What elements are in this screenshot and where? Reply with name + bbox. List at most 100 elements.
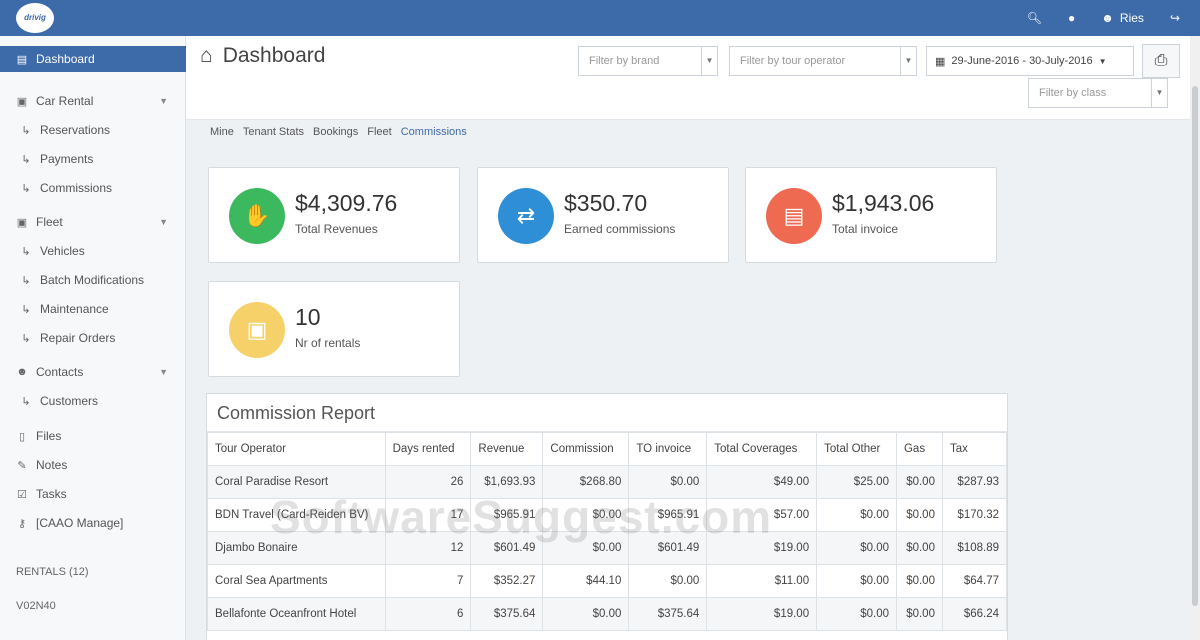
sidebar-item-label: Vehicles	[40, 244, 85, 258]
table-cell: $64.77	[941, 564, 1008, 598]
page-header: ⌂ Dashboard Filter by brand ▼ Filter by …	[186, 36, 1190, 120]
tour-operator-filter[interactable]: Filter by tour operator ▼	[729, 46, 917, 76]
dashboard-tabs: Mine Tenant Stats Bookings Fleet Commiss…	[210, 126, 467, 138]
class-filter[interactable]: Filter by class ▼	[1028, 78, 1168, 108]
class-filter-placeholder: Filter by class	[1039, 87, 1107, 99]
page-scrollbar[interactable]	[1190, 36, 1200, 640]
fleet-icon: ▣	[16, 216, 28, 229]
calendar-icon: ▦	[935, 55, 946, 68]
car-icon: ↳	[21, 245, 31, 258]
sidebar-item-label: Maintenance	[40, 302, 109, 316]
column-header[interactable]: Total Other	[816, 432, 897, 466]
tab-commissions[interactable]: Commissions	[400, 126, 467, 138]
table-cell: Djambo Bonaire	[207, 531, 386, 565]
home-icon: ⌂	[200, 44, 213, 67]
column-header[interactable]: TO invoice	[628, 432, 708, 466]
logout-icon[interactable]: ↪	[1169, 11, 1180, 25]
sidebar-item-maintenance[interactable]: ↳ Maintenance	[0, 296, 186, 322]
chevron-down-icon[interactable]: ▼	[900, 47, 916, 75]
scrollbar-thumb[interactable]	[1192, 86, 1198, 606]
table-row[interactable]: BDN Travel (Card-Reiden BV) 17 $965.91 $0.0…	[207, 498, 1008, 532]
tab-mine[interactable]: Mine	[210, 126, 234, 138]
column-header[interactable]: Total Coverages	[706, 432, 818, 466]
sidebar-item-payments[interactable]: ↳ Payments	[0, 146, 186, 172]
stat-label: Total invoice	[832, 222, 899, 236]
table-cell: Bellafonte Oceanfront Hotel	[207, 597, 386, 631]
notes-icon: ✎	[17, 459, 27, 472]
table-cell: $25.00	[816, 465, 897, 499]
table-cell: $0.00	[542, 498, 630, 532]
tour-operator-filter-placeholder: Filter by tour operator	[740, 55, 846, 67]
sidebar-item-label: Files	[36, 429, 62, 443]
chevron-down-icon: ▼	[159, 217, 168, 227]
sidebar-item-batch-modifications[interactable]: ↳ Batch Modifications	[0, 267, 186, 293]
stat-value: $350.70	[564, 190, 648, 216]
chevron-down-icon[interactable]: ▼	[701, 47, 717, 75]
sidebar-item-label: Customers	[40, 394, 99, 408]
tab-fleet[interactable]: Fleet	[367, 126, 392, 138]
wrench-icon: ↳	[21, 303, 31, 316]
sidebar-item-label: Payments	[40, 152, 94, 166]
clipboard-icon: ↳	[21, 332, 31, 345]
stat-card-total-revenues: ✋ $4,309.76 Total Revenues	[208, 167, 460, 263]
table-cell: $1,693.93	[470, 465, 544, 499]
table-cell: $44.10	[542, 564, 630, 598]
print-button[interactable]: ⎙	[1142, 44, 1180, 78]
column-header[interactable]: Revenue	[470, 432, 544, 466]
sidebar-item-contacts[interactable]: ☻ Contacts ▼	[0, 359, 186, 385]
sidebar-item-files[interactable]: ▯ Files	[0, 423, 186, 449]
sidebar-item-label: Fleet	[36, 215, 63, 229]
user-name: Ries	[1119, 11, 1144, 25]
table-cell: 26	[384, 465, 472, 499]
tasks-icon: ☑	[17, 488, 27, 501]
money-icon: ↳	[21, 153, 31, 166]
sidebar-item-label: Commissions	[40, 181, 113, 195]
column-header[interactable]: Days rented	[384, 432, 472, 466]
top-nav: 🔍︎ ● ☻ Ries ↪	[1027, 0, 1180, 36]
sidebar-item-customers[interactable]: ↳ Customers	[0, 388, 186, 414]
stat-value: 10	[295, 304, 321, 330]
user-menu[interactable]: ☻ Ries	[1101, 11, 1144, 25]
car-icon: ▣	[16, 95, 28, 108]
tab-bookings[interactable]: Bookings	[313, 126, 359, 138]
column-header[interactable]: Tour Operator	[207, 432, 386, 466]
column-header[interactable]: Tax	[941, 432, 1008, 466]
sidebar-item-label: [CAAO Manage]	[36, 516, 124, 530]
table-cell: $108.89	[941, 531, 1008, 565]
sidebar-item-notes[interactable]: ✎ Notes	[0, 452, 186, 478]
sidebar-item-tasks[interactable]: ☑ Tasks	[0, 481, 186, 507]
search-icon[interactable]: 🔍︎	[1026, 11, 1043, 25]
table-cell: $0.00	[895, 564, 943, 598]
sidebar-item-dashboard[interactable]: ▤ Dashboard	[0, 46, 186, 72]
table-cell: $170.32	[941, 498, 1008, 532]
table-row[interactable]: Djambo Bonaire 12 $601.49 $0.00 $601.49 $19.0…	[207, 531, 1008, 565]
date-range-picker[interactable]: ▦ 29-June-2016 - 30-July-2016 ▼	[926, 46, 1134, 76]
brand-filter-placeholder: Filter by brand	[589, 55, 660, 67]
table-row[interactable]: Coral Paradise Resort 26 $1,693.93 $268.80 $…	[207, 465, 1008, 499]
sidebar-item-reservations[interactable]: ↳ Reservations	[0, 117, 186, 143]
sidebar-item-fleet[interactable]: ▣ Fleet ▼	[0, 209, 186, 235]
table-cell: $375.64	[470, 597, 544, 631]
sidebar-item-repair-orders[interactable]: ↳ Repair Orders	[0, 325, 186, 351]
sidebar-item-caao-manage[interactable]: ⚷ [CAAO Manage]	[0, 510, 186, 536]
sidebar-item-commissions[interactable]: ↳ Commissions	[0, 175, 186, 201]
table-cell: $19.00	[706, 531, 818, 565]
sidebar-item-label: Dashboard	[36, 52, 95, 66]
chevron-down-icon[interactable]: ▼	[1151, 79, 1167, 107]
globe-icon[interactable]: ●	[1068, 11, 1076, 25]
sidebar-item-vehicles[interactable]: ↳ Vehicles	[0, 238, 186, 264]
tab-tenant-stats[interactable]: Tenant Stats	[242, 126, 304, 138]
table-row[interactable]: Bellafonte Oceanfront Hotel 6 $375.64 $0.00…	[207, 597, 1008, 631]
column-header[interactable]: Commission	[542, 432, 630, 466]
app-version: V02N40	[16, 600, 56, 612]
table-cell: 12	[384, 531, 472, 565]
column-header[interactable]: Gas	[895, 432, 943, 466]
batch-icon: ↳	[21, 274, 31, 287]
table-header-row: Tour Operator Days rented Revenue Commis…	[207, 432, 1008, 466]
brand-filter[interactable]: Filter by brand ▼	[578, 46, 718, 76]
table-cell: $11.00	[706, 564, 818, 598]
file-icon: ▯	[18, 430, 26, 443]
table-row[interactable]: Coral Sea Apartments 7 $352.27 $44.10 $0.00 $…	[207, 564, 1008, 598]
sidebar-item-car-rental[interactable]: ▣ Car Rental ▼	[0, 88, 186, 114]
app-logo[interactable]: drivig	[16, 3, 54, 33]
